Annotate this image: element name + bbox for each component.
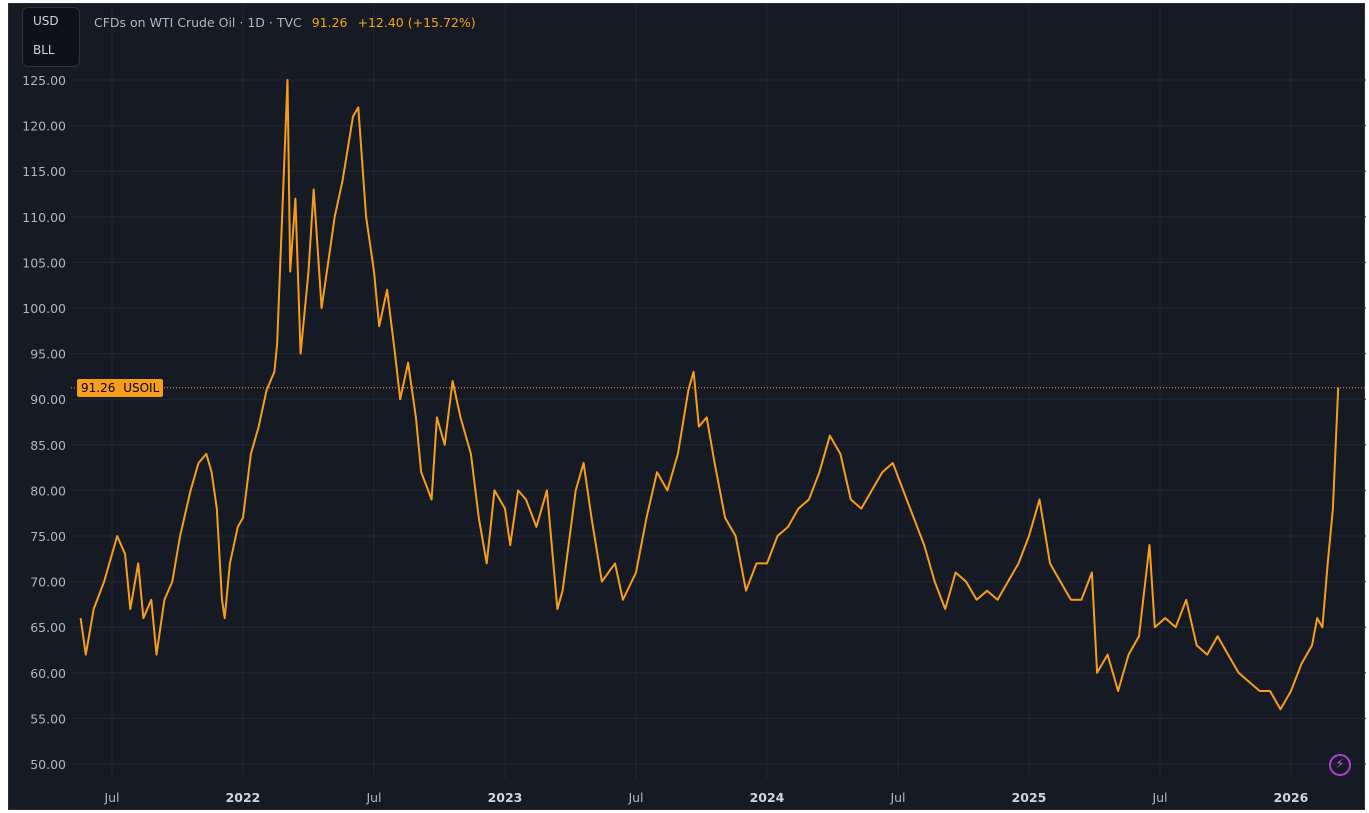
y-tick-label: 90.00 xyxy=(30,392,66,407)
unit-selector[interactable]: USD BLL xyxy=(22,7,80,67)
price-change: +12.40 (+15.72%) xyxy=(357,15,476,30)
y-tick-label: 100.00 xyxy=(22,301,66,316)
x-tick-label: Jul xyxy=(627,790,643,805)
x-tick-label: 2024 xyxy=(750,790,785,805)
x-tick-label: 2025 xyxy=(1012,790,1047,805)
y-tick-label: 50.00 xyxy=(30,757,66,772)
price-series-line xyxy=(79,79,1340,711)
price-chart[interactable]: 125.00 120.00 115.00 110.00 105.00 100.00 95.0… xyxy=(9,4,1366,811)
chart-panel[interactable]: 125.00 120.00 115.00 110.00 105.00 100.00 95.0… xyxy=(8,3,1366,811)
x-tick-label: 2023 xyxy=(488,790,523,805)
x-tick-label: 2026 xyxy=(1274,790,1309,805)
y-tick-label: 105.00 xyxy=(22,255,66,270)
y-tick-label: 60.00 xyxy=(30,666,66,681)
y-tick-label: 110.00 xyxy=(22,210,66,225)
y-tick-label: 120.00 xyxy=(22,119,66,134)
y-tick-label: 95.00 xyxy=(30,347,66,362)
x-tick-label: Jul xyxy=(103,790,119,805)
y-tick-label: 115.00 xyxy=(22,164,66,179)
x-tick-label: Jul xyxy=(1151,790,1167,805)
current-price-label: 91.26 USOIL xyxy=(77,379,164,397)
lightning-icon[interactable]: ⚡ xyxy=(1329,754,1351,776)
y-tick-label: 65.00 xyxy=(30,620,66,635)
y-tick-label: 55.00 xyxy=(30,711,66,726)
unit-currency[interactable]: USD xyxy=(33,14,59,28)
last-price: 91.26 xyxy=(311,15,348,30)
x-tick-label: 2022 xyxy=(226,790,261,805)
y-tick-label: 125.00 xyxy=(22,73,66,88)
current-price-value: 91.26 xyxy=(81,381,116,395)
y-tick-label: 85.00 xyxy=(30,438,66,453)
x-tick-label: Jul xyxy=(365,790,381,805)
unit-measure[interactable]: BLL xyxy=(33,43,55,57)
symbol-legend: CFDs on WTI Crude Oil · 1D · TVC 91.26 +… xyxy=(94,15,476,30)
symbol-title[interactable]: CFDs on WTI Crude Oil · 1D · TVC xyxy=(94,15,302,30)
y-tick-label: 70.00 xyxy=(30,575,66,590)
x-tick-label: Jul xyxy=(889,790,905,805)
y-tick-label: 75.00 xyxy=(30,529,66,544)
y-tick-label: 80.00 xyxy=(30,483,66,498)
current-price-symbol: USOIL xyxy=(123,381,160,395)
